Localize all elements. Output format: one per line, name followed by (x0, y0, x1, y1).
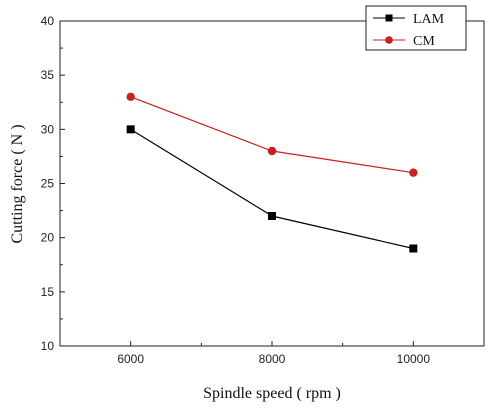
y-tick-label: 15 (41, 285, 55, 299)
y-tick-label: 40 (41, 14, 55, 28)
data-point-cm (409, 168, 418, 177)
x-tick-label: 10000 (397, 352, 431, 366)
x-tick-label: 6000 (117, 352, 144, 366)
data-point-lam (126, 125, 135, 134)
legend-box (365, 5, 467, 51)
x-tick-label: 8000 (259, 352, 286, 366)
y-tick-label: 35 (41, 68, 55, 82)
y-tick-label: 10 (41, 339, 55, 353)
data-point-lam (268, 212, 276, 220)
plot-frame (59, 20, 485, 347)
data-point-lam (409, 244, 418, 253)
y-axis-title: Cutting force ( N ) (9, 124, 26, 243)
x-axis-title: Spindle speed ( rpm ) (203, 385, 341, 402)
series-layer (126, 92, 418, 253)
y-tick-label: 30 (41, 122, 55, 136)
legend-marker-lam (385, 14, 393, 22)
series-line-cm (130, 96, 414, 174)
x-axis: 6000 8000 10000 (59, 341, 485, 366)
legend: LAM CM (365, 5, 467, 51)
data-point-cm (126, 92, 135, 102)
legend-label-lam: LAM (413, 12, 445, 27)
legend-label-cm: CM (413, 34, 435, 49)
y-axis: 10 15 20 25 30 35 40 (41, 14, 65, 353)
y-tick-label: 25 (41, 177, 55, 191)
data-point-cm (267, 146, 277, 156)
legend-marker-cm (385, 36, 393, 44)
y-tick-label: 20 (41, 231, 55, 245)
